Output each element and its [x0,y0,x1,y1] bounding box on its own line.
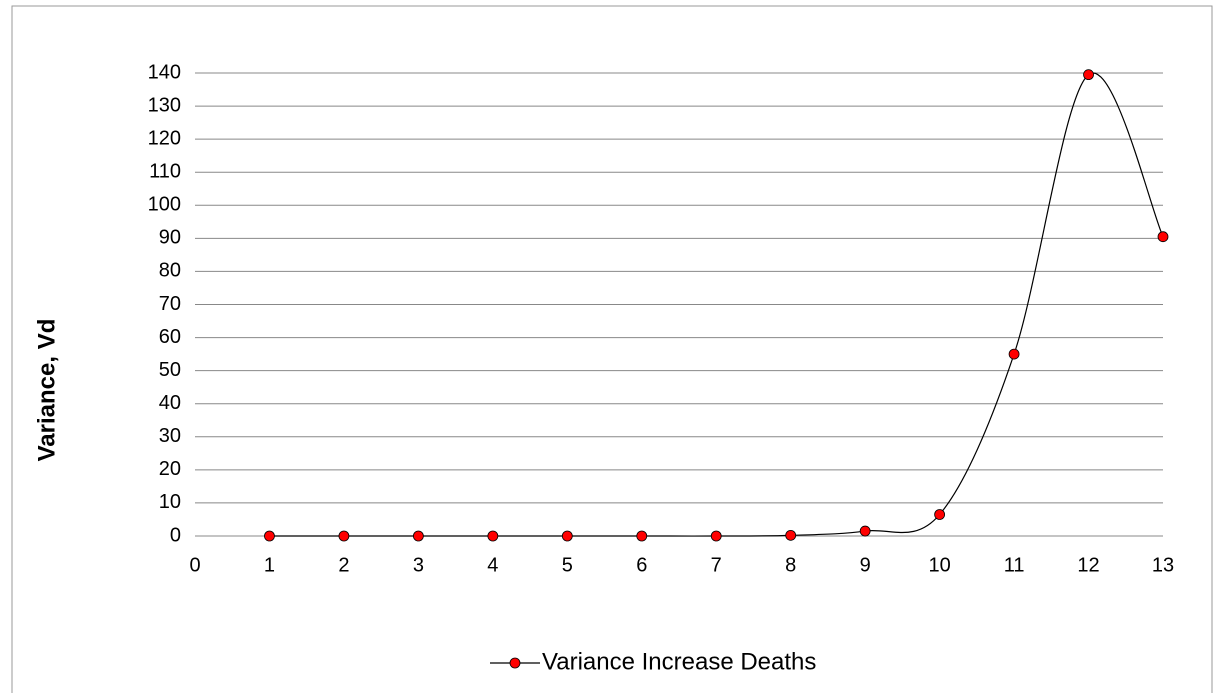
y-tick-label: 0 [170,524,181,546]
y-tick-label: 70 [159,293,181,315]
y-axis-label: Variance, Vd [33,319,60,462]
data-point [487,530,499,542]
y-tick-label: 20 [159,458,181,480]
data-point [934,509,946,520]
data-point [785,529,797,541]
y-tick-label: 50 [159,359,181,381]
y-tick-label: 100 [148,194,181,216]
data-point [1008,348,1020,360]
data-point [412,530,424,542]
y-tick-label: 40 [159,392,181,414]
x-tick-label: 9 [860,554,871,576]
legend-label: Variance Increase Deaths [542,648,816,675]
x-tick-label: 3 [413,554,424,576]
x-tick-label: 2 [338,554,349,576]
x-tick-label: 6 [636,554,647,576]
x-tick-label: 4 [487,554,498,576]
y-tick-label: 30 [159,425,181,447]
y-tick-label: 110 [149,160,181,182]
data-point [1157,231,1169,243]
x-tick-label: 13 [1152,554,1174,576]
chart-border [11,5,1213,693]
y-tick-label: 140 [148,61,181,83]
y-tick-label: 10 [159,491,181,513]
y-tick-label: 90 [159,227,181,249]
data-point [561,530,573,542]
data-point [1083,69,1094,81]
x-tick-label: 12 [1077,554,1099,576]
x-tick-label: 1 [264,554,275,576]
data-point [338,530,350,542]
data-point [636,530,648,542]
x-tick-label: 5 [562,554,573,576]
y-tick-label: 80 [159,260,181,282]
x-tick-label: 0 [189,554,200,576]
data-point [710,530,722,542]
legend-marker [509,657,521,669]
x-tick-label: 10 [928,554,950,576]
y-tick-label: 60 [159,326,181,348]
x-tick-label: 7 [711,554,722,576]
x-tick-label: 8 [785,554,796,576]
y-tick-label: 130 [148,94,181,116]
x-tick-label: 11 [1004,554,1025,576]
data-point [264,530,275,542]
data-point [859,525,871,537]
y-tick-label: 120 [148,127,181,149]
